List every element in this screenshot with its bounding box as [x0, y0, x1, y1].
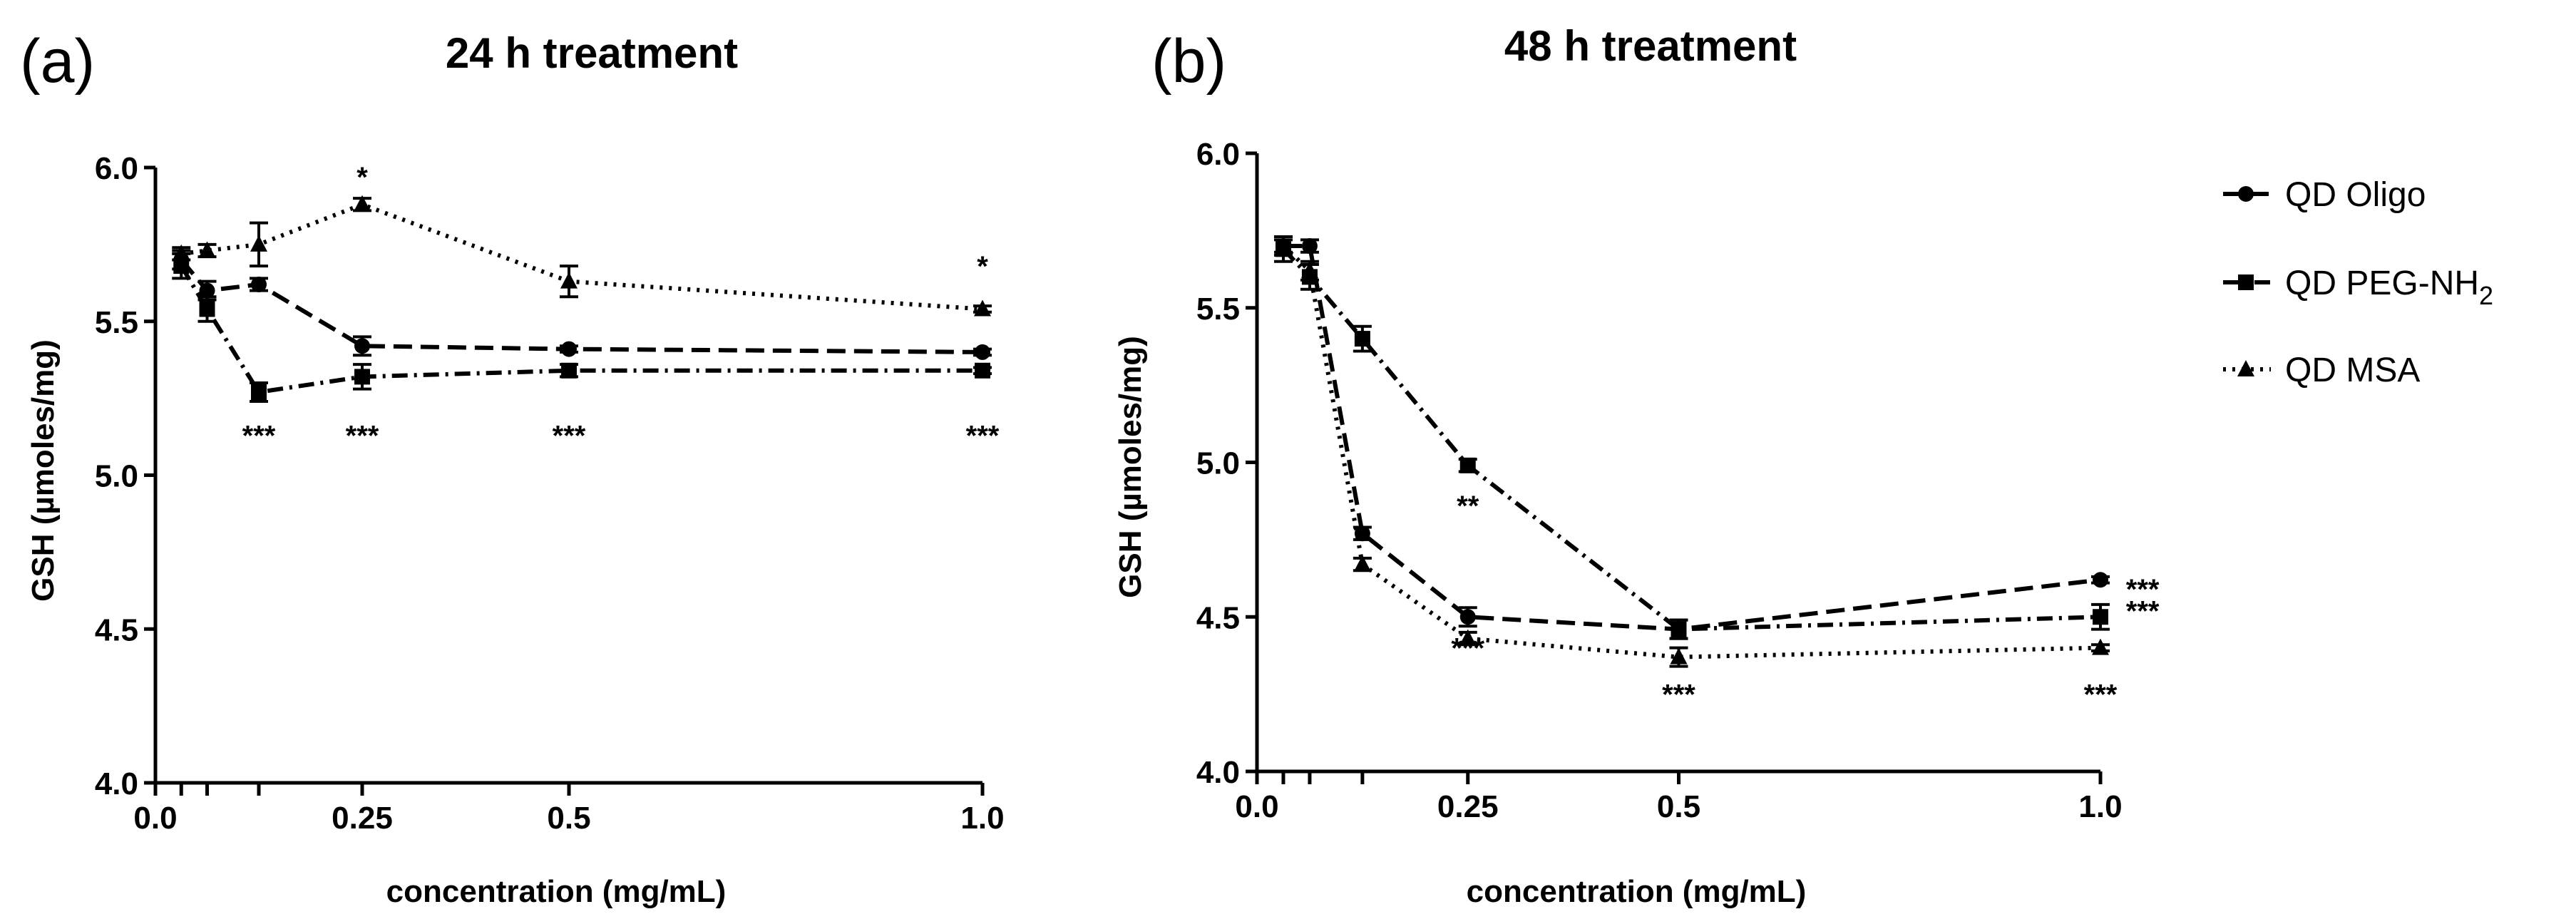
legend-label-qd-peg-nh2: QD PEG-NH2	[2285, 265, 2493, 310]
panel-b-ytick-label: 6.0	[1196, 137, 1240, 172]
significance-marker: ***	[966, 420, 1000, 451]
data-point-triangle	[1459, 629, 1477, 646]
data-point-circle	[199, 282, 215, 299]
data-point-circle	[561, 341, 577, 357]
panel-b-xtick-label: 1.0	[2078, 789, 2122, 824]
panel-a-label: (a)	[20, 27, 95, 96]
panel-a-plot: 4.04.55.05.56.00.0 0.25 0.5 1.0***** *** *** *…	[95, 151, 1005, 836]
data-point-triangle	[560, 272, 578, 289]
panel-a-series-qd-msa	[172, 195, 992, 317]
legend-item-qd-peg-nh2: QD PEG-NH2	[2223, 265, 2493, 310]
data-point-triangle	[2092, 638, 2109, 655]
legend: QD Oligo QD PEG-NH2 QD MSA	[2223, 176, 2493, 389]
panel-b-xtick-label: 0.25	[1437, 789, 1499, 824]
data-point-circle	[251, 276, 267, 292]
significance-marker: ***	[346, 420, 379, 451]
panel-b-plot: 4.04.55.05.56.00.0 0.25 0.5 1.0******** ****…	[1196, 137, 2160, 824]
panel-a-ytick-label: 5.5	[95, 305, 138, 340]
panel-b-xlabel: concentration (mg/mL)	[1467, 874, 1807, 909]
data-point-circle	[1459, 609, 1476, 625]
series-line-qd-oligo	[1283, 244, 2101, 632]
data-point-square	[354, 369, 370, 385]
data-point-triangle	[173, 244, 190, 261]
legend-label-qd-msa: QD MSA	[2285, 351, 2420, 389]
panel-a-xtick-label: 0.0	[133, 801, 177, 836]
legend-item-qd-oligo: QD Oligo	[2223, 176, 2426, 214]
data-point-triangle	[198, 241, 216, 258]
panel-a-ytick-label: 4.0	[95, 766, 138, 801]
series-line-qd-msa	[180, 202, 983, 312]
data-point-circle	[975, 344, 990, 360]
data-point-square	[1459, 457, 1476, 473]
panel-a-ytick-label: 4.5	[95, 612, 138, 647]
significance-marker: ***	[1662, 679, 1695, 711]
data-point-square	[975, 362, 990, 379]
data-point-triangle	[1670, 647, 1688, 664]
series-line-qd-msa	[1281, 244, 2101, 659]
panel-b-label: (b)	[1151, 27, 1226, 96]
panel-b-ytick-label: 4.0	[1196, 755, 1240, 790]
significance-marker: *	[977, 251, 988, 282]
significance-marker: **	[1457, 491, 1479, 522]
data-point-triangle	[974, 299, 991, 317]
panel-b-ytick-label: 5.0	[1196, 446, 1240, 481]
significance-marker: *	[356, 162, 368, 193]
panel-a-xlabel: concentration (mg/mL)	[386, 874, 727, 909]
significance-marker: ***	[553, 420, 586, 451]
panel-a-ylabel: GSH (µmoles/mg)	[26, 339, 61, 602]
panel-b-ytick-label: 4.5	[1196, 600, 1240, 635]
panel-b-xtick-label: 0.5	[1657, 789, 1700, 824]
data-point-triangle	[250, 235, 267, 252]
data-point-square	[1354, 331, 1370, 347]
data-point-square	[199, 301, 215, 317]
significance-marker: ***	[2126, 596, 2160, 627]
legend-triangle-icon	[2237, 360, 2254, 376]
series-line-qd-peg-nh2	[1281, 247, 2101, 632]
panel-a-title: 24 h treatment	[446, 29, 738, 77]
panel-a-ytick-label: 6.0	[95, 151, 138, 186]
series-line-qd-peg-nh2	[179, 265, 982, 395]
panel-a-xtick-label: 1.0	[960, 801, 1004, 836]
data-point-square	[2093, 609, 2108, 625]
data-point-square	[173, 258, 190, 274]
significance-marker: ***	[242, 420, 276, 451]
panel-a-series-qd-peg-nh2	[172, 252, 992, 403]
panel-b-series-qd-peg-nh2	[1273, 235, 2110, 640]
legend-square-icon	[2238, 274, 2254, 290]
panel-b-series-qd-oligo	[1273, 235, 2110, 640]
panel-b-ylabel: GSH (µmoles/mg)	[1113, 336, 1148, 598]
significance-marker: ***	[2126, 574, 2160, 605]
significance-marker: ***	[1451, 633, 1484, 664]
panel-a-xtick-label: 0.25	[332, 801, 393, 836]
panel-a-ytick-label: 5.0	[95, 459, 138, 494]
panel-b-title: 48 h treatment	[1504, 22, 1797, 70]
legend-circle-icon	[2238, 186, 2254, 202]
data-point-square	[561, 362, 577, 379]
significance-marker: ***	[2084, 679, 2118, 711]
panel-b-ytick-label: 5.5	[1196, 292, 1240, 327]
panel-a-xtick-label: 0.5	[547, 801, 590, 836]
data-point-square	[1671, 621, 1687, 637]
panel-b-xtick-label: 0.0	[1235, 789, 1278, 824]
data-point-square	[251, 384, 267, 400]
data-point-triangle	[354, 195, 371, 212]
panel-a-series-qd-oligo	[172, 249, 992, 360]
series-line-qd-oligo	[179, 258, 983, 354]
panel-b-series-qd-msa	[1273, 237, 2110, 668]
data-point-circle	[2093, 572, 2108, 588]
data-point-circle	[354, 338, 370, 354]
data-point-circle	[1301, 238, 1318, 255]
legend-item-qd-msa: QD MSA	[2223, 351, 2420, 389]
data-point-triangle	[1353, 555, 1371, 572]
data-point-triangle	[1274, 237, 1292, 254]
legend-label-qd-oligo: QD Oligo	[2285, 176, 2426, 214]
data-point-triangle	[1300, 261, 1318, 278]
